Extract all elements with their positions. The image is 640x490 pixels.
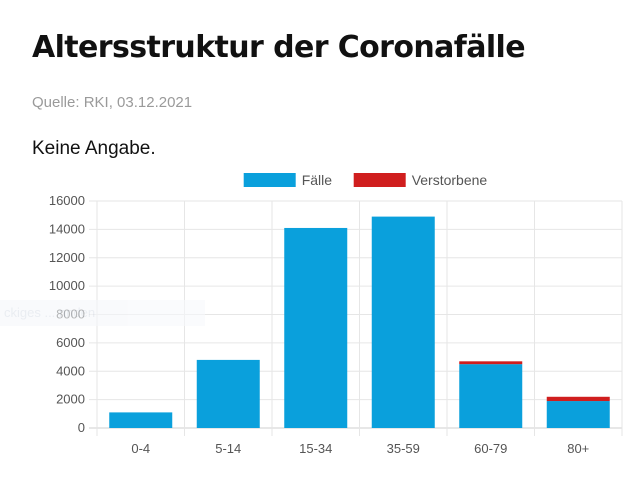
legend-swatch[interactable] [353, 173, 406, 187]
x-tick-label: 15-34 [299, 441, 332, 456]
x-tick-label: 0-4 [131, 441, 150, 456]
page-title: Altersstruktur der Coronafälle [32, 30, 526, 65]
y-tick-label: 0 [78, 420, 85, 435]
chart-subtitle: Keine Angabe. [32, 138, 156, 159]
chart-bars [109, 216, 610, 428]
bar-verstorbene [546, 396, 610, 402]
y-tick-label: 4000 [56, 363, 85, 378]
legend-label[interactable]: Verstorbene [412, 172, 488, 188]
source-note: Quelle: RKI, 03.12.2021 [32, 94, 193, 111]
bar-faelle [109, 412, 173, 428]
y-tick-label: 2000 [56, 392, 85, 407]
chart-grid [89, 200, 623, 436]
x-tick-label: 5-14 [215, 441, 241, 456]
watermark-text: ckiges ... nnden [4, 305, 96, 320]
bar-faelle [284, 227, 348, 428]
bar-faelle [546, 401, 610, 428]
legend-swatch[interactable] [243, 173, 296, 187]
bar-faelle [196, 359, 260, 428]
y-tick-label: 10000 [49, 278, 85, 293]
x-tick-label: 80+ [567, 441, 589, 456]
legend-label[interactable]: Fälle [302, 172, 333, 188]
chart-legend[interactable]: Fälle Verstorbene [243, 172, 488, 188]
bar-faelle [459, 364, 523, 428]
watermark-overlay: ckiges ... nnden [0, 300, 205, 326]
y-tick-label: 12000 [49, 250, 85, 265]
bar-verstorbene [459, 361, 523, 365]
x-tick-label: 60-79 [474, 441, 507, 456]
y-tick-label: 6000 [56, 335, 85, 350]
x-tick-label: 35-59 [387, 441, 420, 456]
bar-faelle [371, 216, 435, 428]
y-tick-label: 14000 [49, 221, 85, 236]
y-tick-label: 16000 [49, 193, 85, 208]
